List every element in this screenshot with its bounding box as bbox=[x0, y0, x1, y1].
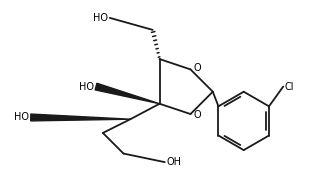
Text: HO: HO bbox=[14, 112, 29, 122]
Text: O: O bbox=[193, 63, 201, 73]
Text: OH: OH bbox=[167, 157, 182, 167]
Text: HO: HO bbox=[79, 82, 94, 92]
Text: Cl: Cl bbox=[285, 82, 294, 92]
Polygon shape bbox=[95, 83, 159, 104]
Polygon shape bbox=[31, 114, 130, 121]
Text: HO: HO bbox=[93, 13, 108, 23]
Text: O: O bbox=[193, 110, 201, 120]
